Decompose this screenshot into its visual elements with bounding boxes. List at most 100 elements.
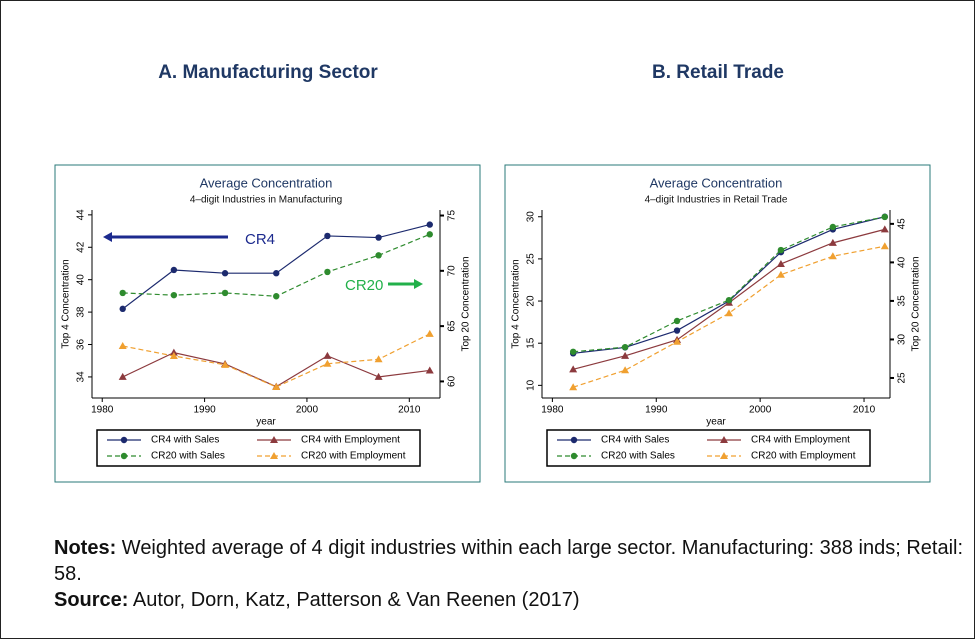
marker (425, 366, 434, 374)
panel-border (54, 164, 481, 483)
annotation-arrowhead (103, 232, 112, 242)
x-axis-title: year (706, 417, 726, 428)
marker (323, 351, 332, 359)
marker (880, 242, 889, 250)
x-tick-label: 1980 (91, 405, 114, 416)
legend-marker (120, 436, 128, 444)
y-tick-label: 44 (76, 209, 87, 221)
marker (426, 231, 433, 238)
marker (323, 359, 332, 367)
marker (673, 327, 681, 334)
marker (169, 351, 178, 359)
marker (776, 270, 785, 278)
x-tick-label: 1990 (193, 405, 216, 416)
marker (776, 259, 785, 267)
marker (170, 291, 178, 299)
source-text: Autor, Dorn, Katz, Patterson & Van Reene… (132, 589, 580, 611)
marker (221, 360, 230, 368)
marker (881, 213, 889, 221)
y2-tick-label: 35 (897, 295, 908, 307)
x-tick-label: 1990 (645, 405, 668, 416)
notes-text: Weighted average of 4 digit industries w… (54, 537, 964, 585)
y2-axis-title: Top 20 Concentration (461, 256, 472, 351)
marker (725, 296, 733, 304)
legend-box (546, 429, 871, 467)
panel-heading: A. Manufacturing Sector (158, 62, 378, 83)
legend-marker (720, 436, 728, 443)
marker (880, 225, 889, 233)
y2-tick-label: 70 (447, 265, 458, 277)
marker (621, 343, 629, 351)
legend-marker (270, 452, 278, 459)
y2-tick-label: 65 (447, 320, 458, 332)
legend-box (96, 429, 421, 467)
marker (673, 317, 681, 325)
legend-marker (570, 452, 578, 460)
marker (828, 238, 837, 246)
marker (170, 266, 178, 274)
marker (829, 223, 837, 231)
chart-subtitle: 4–digit Industries in Manufacturing (190, 195, 342, 206)
marker (673, 337, 682, 345)
marker (119, 289, 126, 297)
marker (569, 365, 578, 373)
marker (118, 342, 127, 350)
x-tick-label: 2000 (749, 405, 772, 416)
legend-label: CR4 with Employment (301, 435, 400, 446)
legend-marker (720, 452, 728, 459)
y-axis-title: Top 4 Concentration (511, 259, 522, 349)
x-tick-label: 2000 (296, 405, 319, 416)
x-axis-title: year (256, 417, 276, 428)
marker (119, 305, 126, 313)
chart-subtitle: 4–digit Industries in Retail Trade (645, 195, 788, 206)
x-tick-label: 2010 (853, 405, 876, 416)
x-tick-label: 1980 (541, 405, 564, 416)
y2-tick-label: 40 (897, 256, 908, 268)
chart-title: Average Concentration (650, 175, 783, 190)
notes-label: Notes: (54, 537, 117, 559)
marker (569, 348, 577, 355)
y2-tick-label: 25 (897, 372, 908, 384)
legend-marker (120, 452, 128, 460)
y2-axis-title: Top 20 Concentration (911, 256, 922, 351)
marker (828, 252, 837, 260)
marker (724, 309, 733, 317)
y2-tick-label: 30 (897, 333, 908, 345)
chart-title: Average Concentration (200, 175, 333, 190)
y2-tick-label: 60 (447, 375, 458, 387)
panel-heading: B. Retail Trade (652, 62, 784, 83)
y2-tick-label: 45 (897, 218, 908, 230)
legend-label: CR20 with Sales (151, 451, 225, 462)
marker (118, 372, 127, 380)
marker (272, 382, 281, 390)
source-label: Source: (54, 589, 129, 611)
annotation: CR20 (345, 277, 383, 294)
marker (621, 366, 630, 374)
x-tick-label: 2010 (398, 405, 421, 416)
marker (324, 268, 331, 276)
y-tick-label: 30 (526, 211, 537, 223)
legend-label: CR4 with Sales (151, 435, 219, 446)
legend-label: CR20 with Employment (751, 451, 856, 462)
legend-label: CR20 with Employment (301, 451, 406, 462)
marker (221, 289, 229, 297)
y2-tick-label: 75 (447, 210, 458, 222)
legend-label: CR4 with Sales (601, 435, 669, 446)
marker (375, 234, 382, 241)
panel-border (504, 164, 931, 483)
annotation: CR4 (245, 231, 275, 248)
marker (324, 232, 331, 240)
marker (374, 372, 383, 380)
marker (777, 246, 785, 254)
legend-label: CR4 with Employment (751, 435, 850, 446)
marker (375, 252, 382, 259)
marker (273, 293, 280, 300)
y-tick-label: 15 (526, 337, 537, 349)
marker (273, 270, 280, 277)
marker (425, 329, 434, 337)
y-tick-label: 36 (76, 339, 87, 351)
y-axis-title: Top 4 Concentration (61, 259, 72, 349)
marker (621, 351, 630, 359)
source: Source: Autor, Dorn, Katz, Patterson & V… (54, 587, 579, 613)
